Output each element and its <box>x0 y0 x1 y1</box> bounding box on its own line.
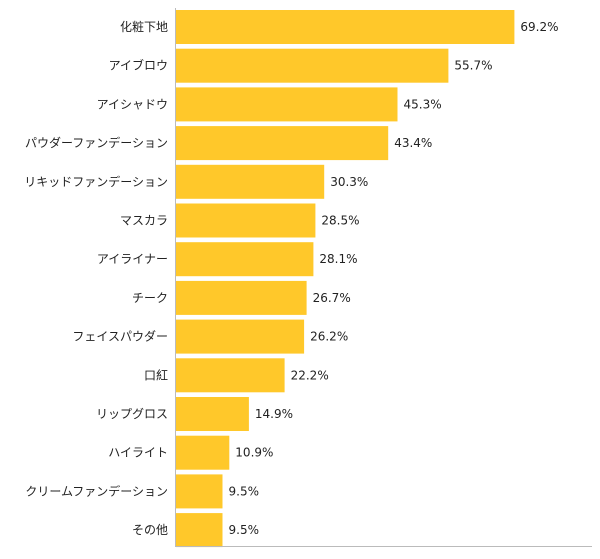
category-label: アイシャドウ <box>97 97 168 111</box>
bars-group <box>176 10 515 548</box>
value-label: 22.2% <box>291 368 329 382</box>
value-label: 69.2% <box>520 20 558 34</box>
bar <box>176 242 314 277</box>
category-label: チーク <box>132 291 168 305</box>
bar <box>176 126 389 161</box>
category-label: フェイスパウダー <box>72 329 168 344</box>
value-label: 10.9% <box>235 446 273 460</box>
value-label: 30.3% <box>330 175 368 189</box>
value-label: 9.5% <box>229 523 260 537</box>
category-label: リップグロス <box>96 407 168 421</box>
category-labels-group: 化粧下地アイブロウアイシャドウパウダーファンデーションリキッドファンデーションマ… <box>24 20 168 537</box>
bar <box>176 474 223 509</box>
value-label: 26.2% <box>310 330 348 344</box>
bar <box>176 203 316 238</box>
category-label: アイライナー <box>97 252 168 266</box>
value-label: 9.5% <box>229 484 260 498</box>
bar <box>176 513 223 548</box>
value-label: 28.5% <box>321 214 359 228</box>
category-label: 口紅 <box>144 368 168 382</box>
category-label: ハイライト <box>108 446 168 460</box>
bar <box>176 358 285 393</box>
value-labels-group: 69.2% 55.7% 45.3% 43.4% 30.3% 28.5% 28.1% 26.7%… <box>229 20 559 537</box>
bar <box>176 435 230 470</box>
category-label: マスカラ <box>120 214 168 228</box>
value-label: 45.3% <box>404 97 442 111</box>
value-label: 26.7% <box>313 291 351 305</box>
category-label: パウダーファンデーション <box>25 135 168 150</box>
value-label: 28.1% <box>319 252 357 266</box>
bar <box>176 319 305 354</box>
bar <box>176 48 449 83</box>
bar <box>176 280 307 315</box>
value-label: 43.4% <box>394 136 432 150</box>
category-label: その他 <box>132 523 168 537</box>
bar <box>176 87 398 122</box>
category-label: リキッドファンデーション <box>24 174 168 189</box>
category-label: 化粧下地 <box>120 20 168 34</box>
bar <box>176 164 325 199</box>
category-label: クリームファンデーション <box>25 483 168 498</box>
value-label: 14.9% <box>255 407 293 421</box>
bar <box>176 10 515 44</box>
category-label: アイブロウ <box>109 58 168 73</box>
bar <box>176 397 249 431</box>
value-label: 55.7% <box>454 59 492 73</box>
